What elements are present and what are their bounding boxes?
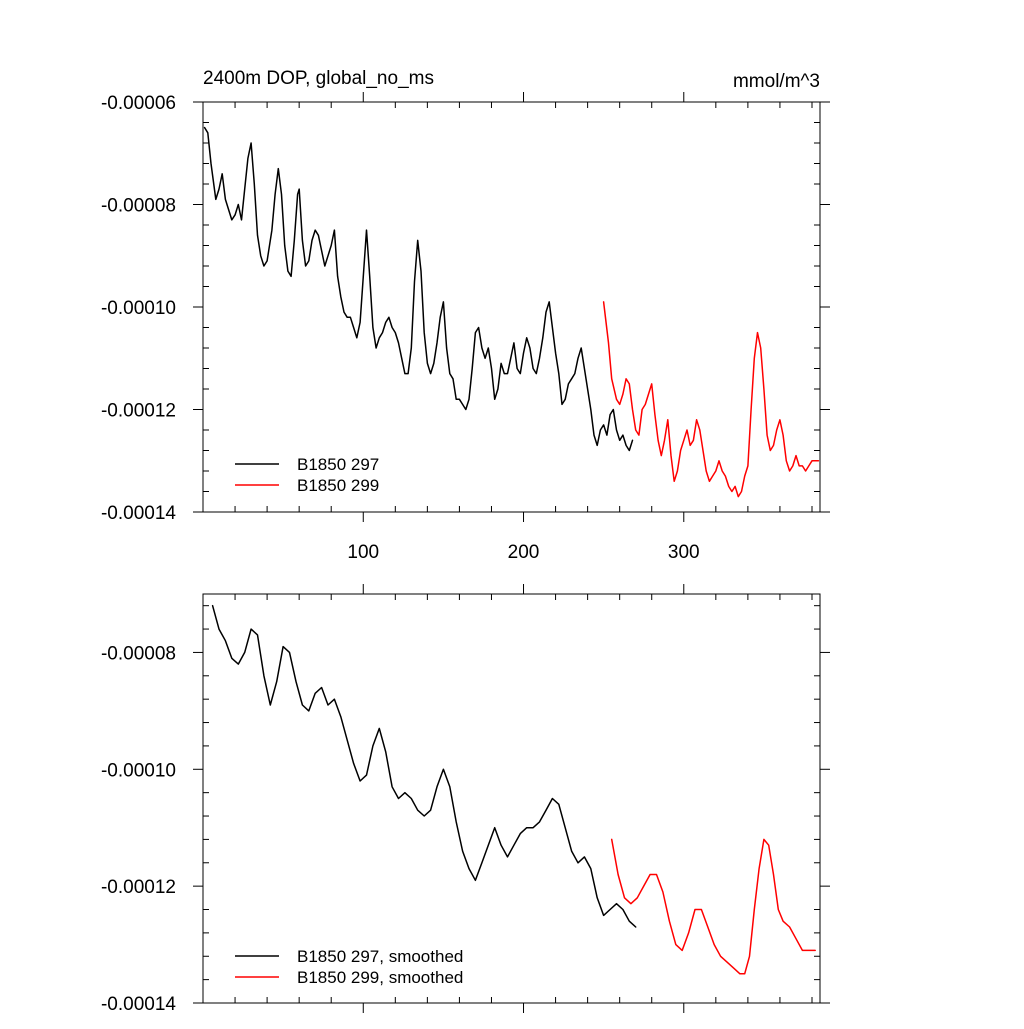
plot-frame <box>202 593 821 1004</box>
y-tick-label: -0.00012 <box>101 401 176 422</box>
y-tick-label: -0.00006 <box>101 93 176 114</box>
y-tick-label: -0.00008 <box>101 643 176 664</box>
x-tick-label: 200 <box>508 542 540 563</box>
panel-bottom: -0.00008 -0.00010 -0.00012 -0.00014 B1850 29… <box>101 584 830 1015</box>
series-line-1 <box>203 126 634 452</box>
y-tick-label: -0.00014 <box>101 503 176 524</box>
y-tick-label: -0.00012 <box>101 877 176 898</box>
y-tick-label: -0.00010 <box>101 760 176 781</box>
x-tick-label: 100 <box>347 542 379 563</box>
x-tick-label: 300 <box>668 542 700 563</box>
legend-label-2: B1850 299 <box>297 476 379 495</box>
y-tick-label: -0.00010 <box>101 298 176 319</box>
chart-title: 2400m DOP, global_no_ms <box>203 68 434 89</box>
legend-label-1: B1850 297 <box>297 455 379 474</box>
plot-frame <box>202 101 821 513</box>
series-line-2 <box>610 838 816 975</box>
series-line-1 <box>211 604 637 928</box>
series-line-2 <box>602 301 820 498</box>
legend-label-2: B1850 299, smoothed <box>297 968 463 987</box>
units-label: mmol/m^3 <box>733 71 820 92</box>
y-tick-label: -0.00008 <box>101 196 176 217</box>
panel-top: 2400m DOP, global_no_ms mmol/m^3 -0.00006 -… <box>101 68 830 563</box>
legend-label-1: B1850 297, smoothed <box>297 947 463 966</box>
y-tick-label: -0.00014 <box>101 994 176 1015</box>
